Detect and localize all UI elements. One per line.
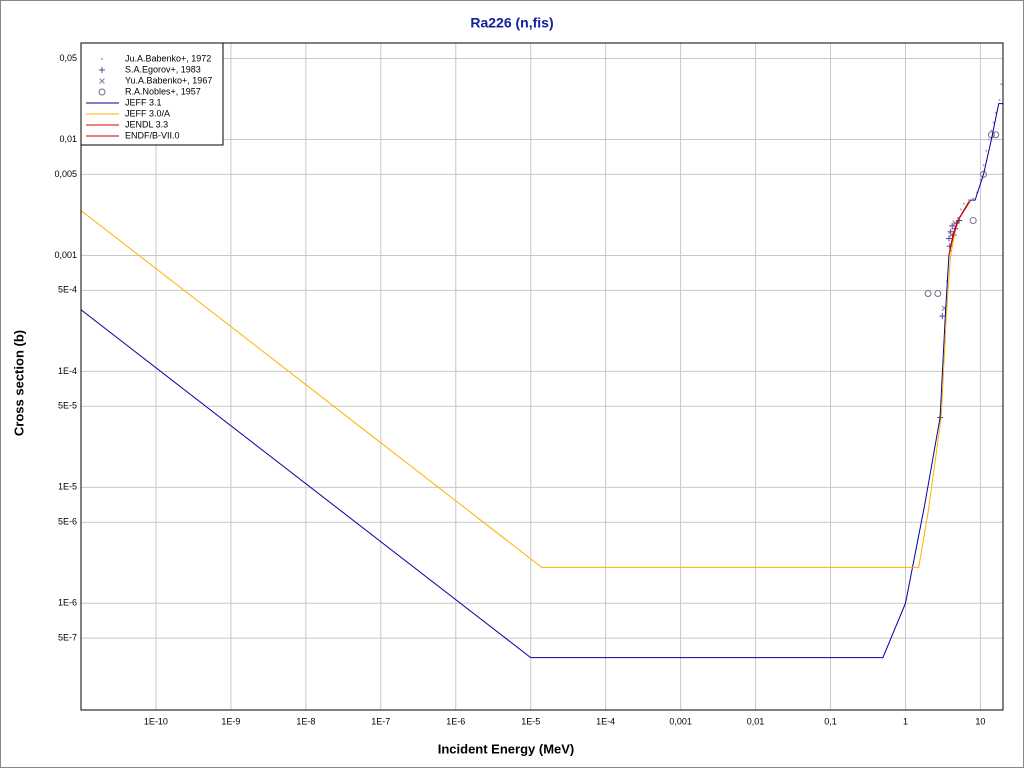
chart-title: Ra226 (n,fis) (470, 15, 553, 31)
x-tick-label: 0,001 (669, 716, 692, 726)
legend-marker (99, 67, 105, 73)
y-tick-label: 0,05 (59, 53, 77, 63)
x-tick-label: 1E-7 (371, 716, 390, 726)
point (992, 121, 995, 124)
legend-label: Ju.A.Babenko+, 1972 (125, 53, 211, 63)
legend-marker (99, 78, 105, 84)
plot (81, 83, 1003, 659)
point (979, 178, 982, 181)
x-tick-label: 1E-6 (446, 716, 465, 726)
point (956, 217, 959, 220)
legend-label: R.A.Nobles+, 1957 (125, 86, 201, 96)
legend-marker (101, 58, 103, 60)
point (990, 129, 993, 132)
point (934, 289, 942, 297)
legend-marker (98, 88, 106, 96)
grid: 1E-10 1E-9 1E-8 1E-7 1E-6 1E-5 1E-4 0,001 0,01 0,… (54, 43, 1003, 726)
point (980, 170, 988, 178)
point (924, 289, 932, 297)
x-tick-label: 10 (975, 716, 985, 726)
legend-label: Yu.A.Babenko+, 1967 (125, 75, 212, 85)
y-tick-label: 5E-5 (58, 401, 77, 411)
y-tick-label: 1E-6 (58, 598, 77, 608)
y-tick-label: 0,001 (54, 250, 77, 260)
x-tick-label: 0,1 (824, 716, 837, 726)
point (959, 208, 962, 211)
y-axis-label: Cross section (b) (11, 330, 26, 436)
series-line (949, 201, 970, 251)
legend-label: S.A.Egorov+, 1983 (125, 64, 201, 74)
point (972, 197, 975, 200)
plot-border (80, 42, 1004, 711)
legend-label: JENDL 3.3 (125, 119, 168, 129)
y-tick-label: 5E-6 (58, 517, 77, 527)
point (945, 235, 952, 242)
x-tick-label: 1E-8 (296, 716, 315, 726)
y-tick-label: 5E-7 (58, 633, 77, 643)
point (949, 222, 956, 229)
point (969, 217, 977, 225)
point (1000, 83, 1003, 86)
point (939, 313, 946, 320)
point (985, 149, 988, 152)
point (946, 243, 953, 250)
y-tick-label: 0,01 (59, 134, 77, 144)
y-tick-label: 5E-4 (58, 285, 77, 295)
y-tick-label: 0,005 (54, 169, 77, 179)
x-tick-label: 1E-10 (144, 716, 168, 726)
legend-label: JEFF 3.0/A (125, 108, 170, 118)
x-tick-label: 1E-5 (521, 716, 540, 726)
point (982, 164, 985, 167)
x-tick-label: 1E-9 (221, 716, 240, 726)
x-tick-label: 0,01 (747, 716, 765, 726)
x-tick-label: 1E-4 (596, 716, 615, 726)
point (967, 199, 970, 202)
x-axis-label: Incident Energy (MeV) (438, 741, 575, 756)
y-tick-label: 1E-4 (58, 366, 77, 376)
point (998, 98, 1001, 101)
legend-label: ENDF/B-VII.0 (125, 130, 180, 140)
x-tick-label: 1 (903, 716, 908, 726)
point (987, 138, 990, 141)
legend-label: JEFF 3.1 (125, 97, 162, 107)
point (962, 202, 965, 205)
y-tick-label: 1E-5 (58, 482, 77, 492)
